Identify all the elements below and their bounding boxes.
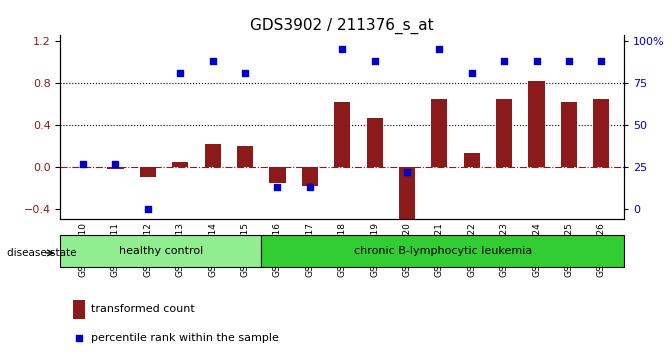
Point [596,58,607,64]
Text: disease state: disease state [7,248,76,258]
Text: chronic B-lymphocytic leukemia: chronic B-lymphocytic leukemia [354,246,531,256]
Point [531,58,542,64]
Bar [172,162,189,167]
Bar [73,300,85,319]
Bar [269,167,286,183]
Bar [561,102,577,167]
Bar [261,235,624,267]
Bar [60,235,261,267]
Point [564,58,574,64]
Point [207,58,218,64]
Bar [496,98,512,167]
Bar [237,146,253,167]
Bar [431,98,448,167]
Point [78,161,89,166]
Point [142,206,153,212]
Bar [464,153,480,167]
Point [110,161,121,166]
Point [240,70,250,75]
Title: GDS3902 / 211376_s_at: GDS3902 / 211376_s_at [250,18,434,34]
Bar [593,98,609,167]
Bar [140,167,156,177]
Point [337,46,348,52]
Text: percentile rank within the sample: percentile rank within the sample [91,333,279,343]
Point [369,58,380,64]
Bar [334,102,350,167]
Bar [107,167,123,169]
Bar [302,167,318,186]
Point [74,335,85,341]
Point [175,70,186,75]
Bar [366,119,382,167]
Point [272,184,282,190]
Bar [399,167,415,222]
Bar [205,144,221,167]
Point [402,169,413,175]
Point [499,58,509,64]
Point [434,46,445,52]
Text: transformed count: transformed count [91,304,195,314]
Text: healthy control: healthy control [119,246,203,256]
Point [305,184,315,190]
Point [466,70,477,75]
Bar [529,81,545,167]
